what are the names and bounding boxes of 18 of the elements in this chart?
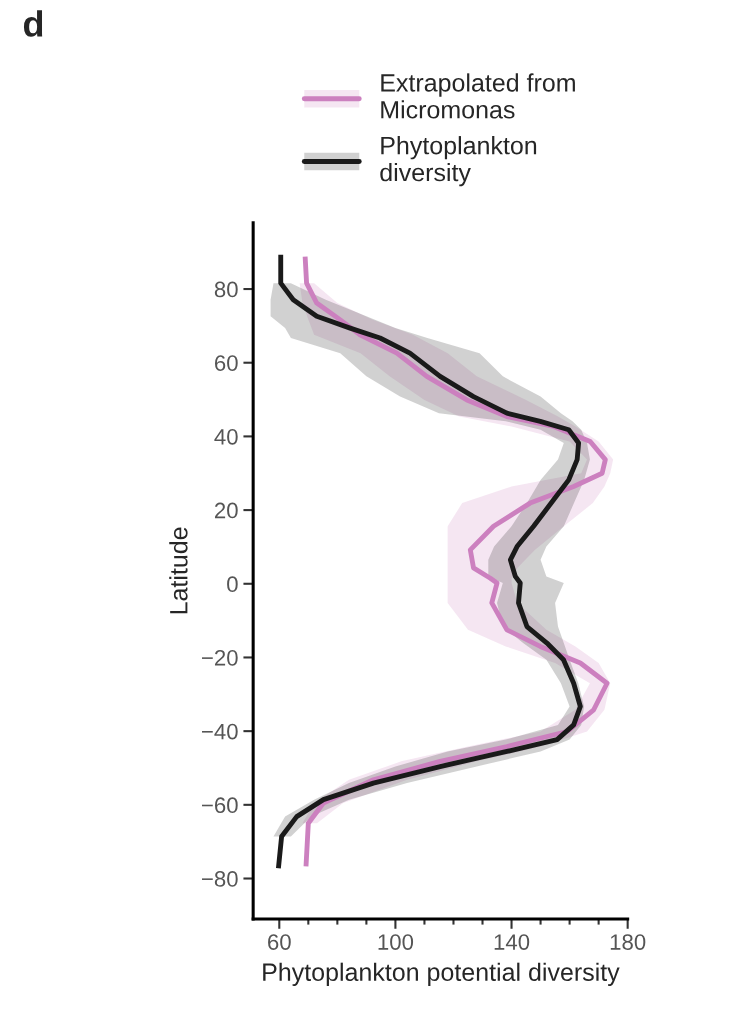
x-tick-label: 140: [494, 934, 530, 950]
x-tick-label: 180: [610, 934, 646, 950]
y-tick-label: 60: [214, 355, 238, 371]
y-tick-label: 80: [214, 281, 238, 298]
y-tick-label: −60: [201, 797, 238, 814]
legend-label: Extrapolated from Micromonas: [381, 73, 575, 119]
y-tick-label: 20: [214, 502, 238, 519]
x-tick-label: 60: [268, 934, 291, 950]
chart-title: d: [23, 10, 43, 37]
x-tick-label: 100: [378, 934, 414, 950]
y-tick-label: −80: [201, 871, 238, 887]
y-tick-label: −20: [201, 649, 238, 666]
y-axis-title: Latitude: [169, 527, 188, 614]
y-tick-label: −40: [201, 723, 238, 740]
y-tick-label: 40: [214, 428, 238, 445]
x-axis-title: Phytoplankton potential diversity: [263, 962, 620, 986]
y-tick-label: 0: [227, 576, 238, 593]
legend-label: Phytoplankton diversity: [380, 136, 537, 187]
